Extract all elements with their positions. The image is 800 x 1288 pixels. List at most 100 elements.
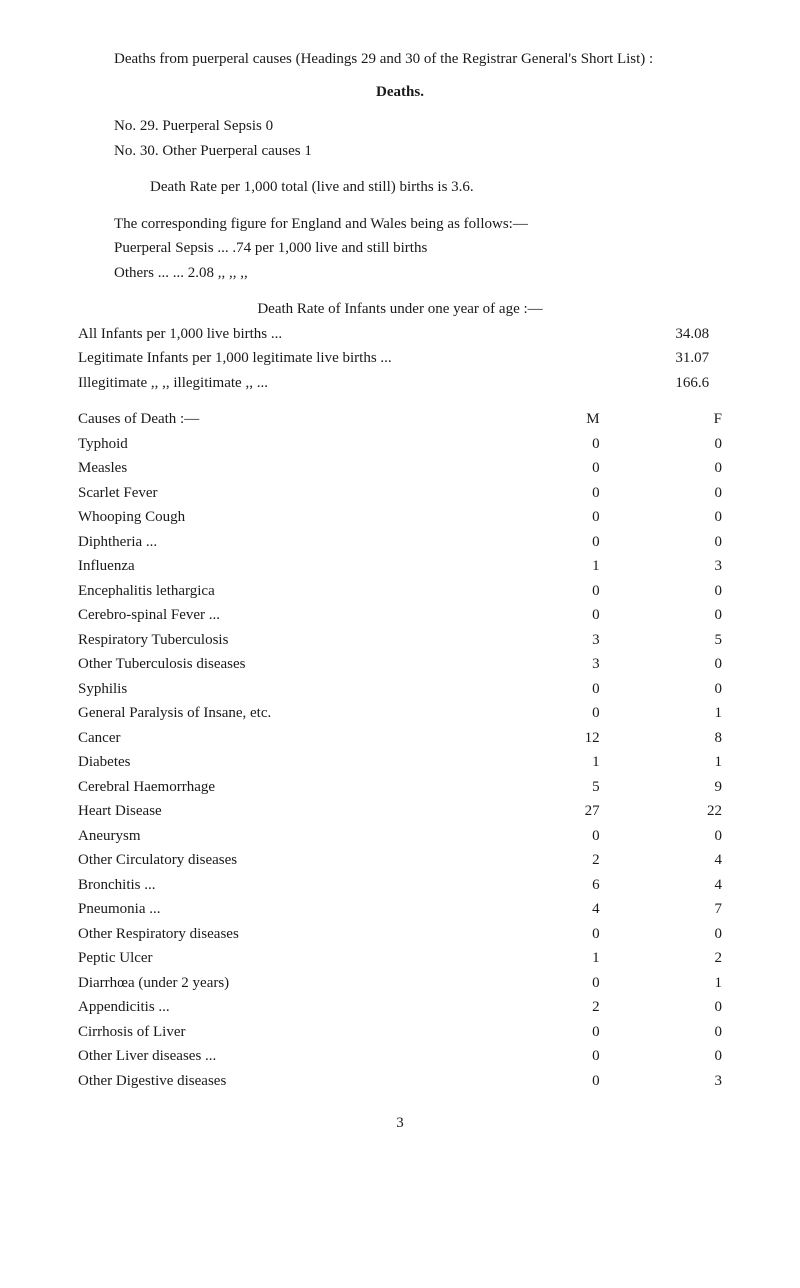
causes-header-row: Causes of Death :— M F xyxy=(78,408,722,431)
cause-row: Other Tuberculosis diseases30 xyxy=(78,653,722,676)
infant-label: Illegitimate ,, ,, illegitimate ,, ... xyxy=(78,372,580,395)
cause-label: Other Liver diseases ... xyxy=(78,1045,477,1068)
cause-row: Scarlet Fever00 xyxy=(78,482,722,505)
column-m-header: M xyxy=(484,408,600,431)
infant-row: Illegitimate ,, ,, illegitimate ,, ... 1… xyxy=(78,372,722,395)
cause-label: Heart Disease xyxy=(78,800,477,823)
deaths-heading: Deaths. xyxy=(78,81,722,104)
cause-row: Diphtheria ...00 xyxy=(78,531,722,554)
infant-value: 31.07 xyxy=(580,347,729,370)
cause-row: Pneumonia ...47 xyxy=(78,898,722,921)
cause-label: Cerebral Haemorrhage xyxy=(78,776,477,799)
cause-f-value: 7 xyxy=(606,898,722,921)
cause-row: Respiratory Tuberculosis 35 xyxy=(78,629,722,652)
infant-label: All Infants per 1,000 live births ... xyxy=(78,323,580,346)
cause-f-value: 0 xyxy=(606,531,722,554)
cause-row: Encephalitis lethargica00 xyxy=(78,580,722,603)
cause-label: Cancer xyxy=(78,727,477,750)
intro-text: Deaths from puerperal causes (Headings 2… xyxy=(78,48,722,71)
cause-row: Cancer128 xyxy=(78,727,722,750)
cause-f-value: 1 xyxy=(606,702,722,725)
cause-label: Other Tuberculosis diseases xyxy=(78,653,477,676)
death-rate-line: Death Rate per 1,000 total (live and sti… xyxy=(78,176,722,199)
cause-label: Aneurysm xyxy=(78,825,477,848)
cause-m-value: 0 xyxy=(484,825,600,848)
cause-row: Cerebro-spinal Fever ... 00 xyxy=(78,604,722,627)
cause-row: Other Digestive diseases03 xyxy=(78,1070,722,1093)
cause-label: Diphtheria ... xyxy=(78,531,477,554)
cause-label: Diabetes xyxy=(78,751,477,774)
cause-label: Syphilis xyxy=(78,678,477,701)
cause-row: General Paralysis of Insane, etc. 01 xyxy=(78,702,722,725)
page-number: 3 xyxy=(78,1112,722,1135)
causes-table: Typhoid00Measles00Scarlet Fever00Whoopin… xyxy=(78,433,722,1093)
cause-m-value: 1 xyxy=(484,751,600,774)
cause-m-value: 0 xyxy=(484,580,600,603)
cause-label: Appendicitis ... xyxy=(78,996,477,1019)
cause-m-value: 12 xyxy=(484,727,600,750)
cause-f-value: 5 xyxy=(606,629,722,652)
cause-label: Typhoid xyxy=(78,433,477,456)
cause-f-value: 0 xyxy=(606,923,722,946)
cause-label: Diarrhœa (under 2 years) xyxy=(78,972,477,995)
cause-m-value: 0 xyxy=(484,1070,600,1093)
cause-label: Other Circulatory diseases xyxy=(78,849,477,872)
cause-row: Bronchitis ...64 xyxy=(78,874,722,897)
cause-f-value: 2 xyxy=(606,947,722,970)
cause-m-value: 0 xyxy=(484,972,600,995)
cause-label: Respiratory Tuberculosis xyxy=(78,629,477,652)
infant-row: Legitimate Infants per 1,000 legitimate … xyxy=(78,347,722,370)
cause-label: Other Respiratory diseases xyxy=(78,923,477,946)
cause-f-value: 1 xyxy=(606,972,722,995)
corresponding-figure-line: The corresponding figure for England and… xyxy=(78,213,722,236)
cause-m-value: 0 xyxy=(484,482,600,505)
infant-value: 34.08 xyxy=(580,323,729,346)
cause-label: Whooping Cough xyxy=(78,506,477,529)
cause-m-value: 0 xyxy=(484,506,600,529)
cause-m-value: 0 xyxy=(484,433,600,456)
cause-m-value: 0 xyxy=(484,1045,600,1068)
cause-f-value: 1 xyxy=(606,751,722,774)
cause-row: Typhoid 00 xyxy=(78,433,722,456)
cause-f-value: 3 xyxy=(606,1070,722,1093)
cause-m-value: 1 xyxy=(484,947,600,970)
cause-row: Whooping Cough00 xyxy=(78,506,722,529)
cause-m-value: 27 xyxy=(484,800,600,823)
cause-row: Other Respiratory diseases 00 xyxy=(78,923,722,946)
infant-row: All Infants per 1,000 live births ... 34… xyxy=(78,323,722,346)
cause-m-value: 3 xyxy=(484,629,600,652)
cause-row: Peptic Ulcer12 xyxy=(78,947,722,970)
cause-label: General Paralysis of Insane, etc. xyxy=(78,702,477,725)
cause-m-value: 0 xyxy=(484,702,600,725)
cause-f-value: 0 xyxy=(606,996,722,1019)
cause-m-value: 0 xyxy=(484,678,600,701)
cause-m-value: 0 xyxy=(484,923,600,946)
cause-m-value: 2 xyxy=(484,849,600,872)
cause-f-value: 3 xyxy=(606,555,722,578)
cause-f-value: 4 xyxy=(606,849,722,872)
cause-label: Influenza xyxy=(78,555,477,578)
cause-m-value: 0 xyxy=(484,604,600,627)
cause-f-value: 0 xyxy=(606,653,722,676)
cause-row: Measles00 xyxy=(78,457,722,480)
cause-label: Measles xyxy=(78,457,477,480)
cause-label: Bronchitis ... xyxy=(78,874,477,897)
cause-f-value: 0 xyxy=(606,604,722,627)
other-puerperal-line: No. 30. Other Puerperal causes 1 xyxy=(78,140,722,163)
cause-label: Cerebro-spinal Fever ... xyxy=(78,604,477,627)
cause-row: Diabetes 11 xyxy=(78,751,722,774)
puerperal-sepsis-rate: Puerperal Sepsis ... .74 per 1,000 live … xyxy=(78,237,722,260)
cause-row: Cerebral Haemorrhage59 xyxy=(78,776,722,799)
infant-death-rate-heading: Death Rate of Infants under one year of … xyxy=(78,298,722,321)
cause-m-value: 0 xyxy=(484,1021,600,1044)
cause-label: Cirrhosis of Liver xyxy=(78,1021,477,1044)
cause-f-value: 0 xyxy=(606,825,722,848)
cause-m-value: 0 xyxy=(484,457,600,480)
cause-f-value: 0 xyxy=(606,1021,722,1044)
cause-f-value: 0 xyxy=(606,1045,722,1068)
cause-label: Scarlet Fever xyxy=(78,482,477,505)
cause-m-value: 4 xyxy=(484,898,600,921)
cause-row: Other Circulatory diseases 24 xyxy=(78,849,722,872)
cause-f-value: 0 xyxy=(606,433,722,456)
cause-row: Other Liver diseases ... 00 xyxy=(78,1045,722,1068)
